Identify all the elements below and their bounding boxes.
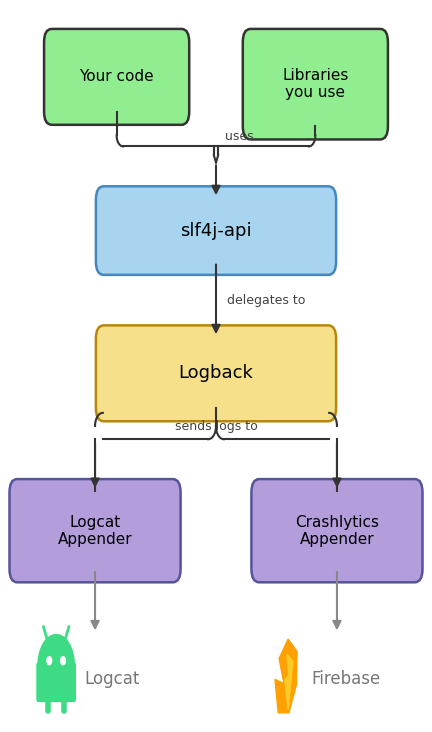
Text: Firebase: Firebase: [311, 671, 380, 688]
FancyBboxPatch shape: [96, 186, 336, 274]
Text: uses: uses: [225, 130, 253, 143]
FancyBboxPatch shape: [10, 479, 181, 582]
FancyBboxPatch shape: [243, 29, 388, 139]
Text: Logcat: Logcat: [84, 671, 140, 688]
Text: Logcat
Appender: Logcat Appender: [58, 515, 132, 547]
FancyBboxPatch shape: [96, 325, 336, 422]
Text: Libraries
you use: Libraries you use: [282, 68, 349, 100]
Circle shape: [60, 657, 65, 665]
Text: delegates to: delegates to: [227, 294, 305, 307]
FancyBboxPatch shape: [36, 662, 76, 702]
Text: slf4j-api: slf4j-api: [180, 222, 252, 239]
FancyBboxPatch shape: [44, 29, 189, 125]
Text: Logback: Logback: [178, 365, 254, 382]
Text: Your code: Your code: [79, 70, 154, 84]
FancyBboxPatch shape: [251, 479, 422, 582]
Polygon shape: [285, 654, 293, 710]
Circle shape: [47, 657, 52, 665]
Polygon shape: [275, 639, 297, 713]
Text: sends logs to: sends logs to: [175, 420, 257, 433]
Text: Crashlytics
Appender: Crashlytics Appender: [295, 515, 379, 547]
Polygon shape: [38, 635, 74, 665]
